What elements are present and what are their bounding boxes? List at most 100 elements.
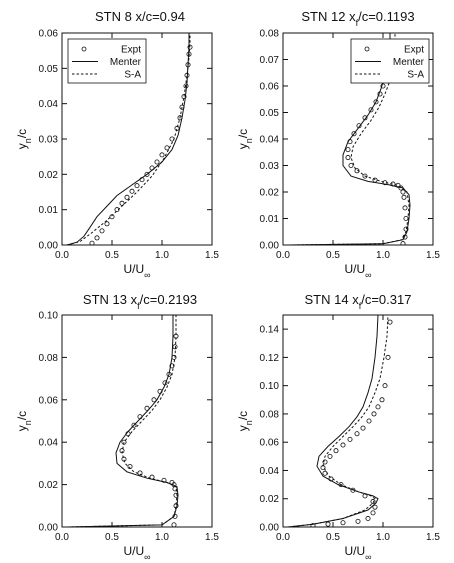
y-tick-label: 0.10 bbox=[260, 381, 280, 392]
y-tick-label: 0.04 bbox=[260, 135, 280, 146]
x-axis-label: U/U∞ bbox=[344, 544, 371, 562]
chart-panel-2: STN 12 xf/c=0.1193 0.0 0.5 1.0 1.5 0.00 0.01 0.… bbox=[236, 9, 440, 280]
y-tick-label: 0.12 bbox=[260, 353, 280, 364]
expt-point bbox=[360, 425, 366, 431]
x-tick-label: 0.5 bbox=[326, 532, 340, 543]
chart-title: STN 14 xf/c=0.317 bbox=[305, 292, 412, 311]
expt-point bbox=[362, 173, 368, 179]
chart-title: STN 12 xf/c=0.1193 bbox=[301, 9, 414, 28]
expt-point bbox=[104, 221, 110, 227]
y-tick-label: 0.02 bbox=[260, 494, 280, 505]
expt-point bbox=[151, 397, 157, 403]
x-axis-label: U/U∞ bbox=[344, 262, 371, 280]
expt-point bbox=[382, 383, 388, 389]
plot-area bbox=[66, 33, 193, 245]
y-tick-label: 0.01 bbox=[39, 205, 59, 216]
expt-point bbox=[144, 405, 150, 411]
legend-label: S-A bbox=[407, 70, 424, 81]
expt-point bbox=[144, 171, 150, 177]
expt-point bbox=[345, 147, 351, 153]
y-tick-label: 0.07 bbox=[260, 55, 280, 66]
legend-label: S-A bbox=[124, 70, 141, 81]
expt-point bbox=[372, 504, 378, 510]
y-tick-label: 0.06 bbox=[260, 438, 280, 449]
y-tick-label: 0.04 bbox=[39, 99, 59, 110]
y-tick-label: 0.14 bbox=[260, 325, 280, 336]
expt-point bbox=[99, 228, 105, 234]
y-tick-label: 0.04 bbox=[260, 466, 280, 477]
y-tick-label: 0.00 bbox=[260, 523, 280, 534]
legend-label: Expt bbox=[121, 45, 141, 56]
expt-point bbox=[325, 521, 331, 527]
y-tick-label: 0.02 bbox=[39, 480, 59, 491]
expt-point bbox=[348, 162, 354, 168]
expt-point bbox=[370, 499, 376, 505]
expt-point bbox=[340, 520, 346, 526]
expt-point bbox=[134, 183, 140, 189]
x-tick-label: 1.0 bbox=[155, 250, 169, 261]
y-tick-label: 0.08 bbox=[39, 353, 59, 364]
expt-point bbox=[114, 207, 120, 213]
expt-point bbox=[171, 522, 177, 527]
x-axis-label: U/U∞ bbox=[123, 544, 150, 562]
chart-panel-3: STN 13 xf/c=0.2193 0.0 0.5 1.0 1.5 0.00 0.02 0.… bbox=[15, 292, 219, 562]
expt-point bbox=[366, 418, 372, 424]
y-tick-label: 0.00 bbox=[260, 241, 280, 252]
expt-point bbox=[347, 436, 353, 442]
x-tick-label: 0.0 bbox=[55, 250, 69, 261]
sa-line bbox=[66, 33, 191, 245]
x-axis-label: U/U∞ bbox=[123, 262, 150, 280]
y-tick-label: 0.01 bbox=[260, 214, 280, 225]
expt-point bbox=[89, 240, 95, 245]
plot-area bbox=[66, 315, 179, 527]
legend-label: Menter bbox=[110, 57, 142, 68]
expt-point bbox=[368, 107, 374, 113]
expt-point bbox=[310, 523, 316, 527]
x-tick-label: 1.5 bbox=[426, 250, 440, 261]
y-tick-label: 0.10 bbox=[39, 311, 59, 322]
chart-title: STN 8 x/c=0.94 bbox=[95, 9, 185, 24]
x-tick-label: 0.5 bbox=[105, 532, 119, 543]
x-tick-label: 0.0 bbox=[276, 250, 290, 261]
chart-panel-4: STN 14 xf/c=0.317 0.0 0.5 1.0 1.5 0.00 0.02 0.0… bbox=[236, 292, 440, 562]
expt-point bbox=[400, 241, 406, 245]
sa-line bbox=[287, 33, 410, 245]
expt-point bbox=[322, 459, 328, 465]
expt-point bbox=[119, 200, 125, 206]
y-tick-label: 0.02 bbox=[260, 188, 280, 199]
expt-point bbox=[380, 83, 386, 89]
expt-point bbox=[327, 453, 333, 459]
sa-line bbox=[66, 315, 178, 527]
expt-point bbox=[379, 397, 385, 403]
y-tick-label: 0.04 bbox=[39, 438, 59, 449]
expt-point bbox=[355, 518, 361, 524]
x-tick-label: 0.0 bbox=[55, 532, 69, 543]
expt-point bbox=[169, 363, 175, 369]
menter-line bbox=[287, 315, 379, 527]
y-axis-label: yn/c bbox=[15, 411, 33, 431]
y-tick-label: 0.08 bbox=[260, 29, 280, 40]
legend-expt-marker bbox=[364, 46, 370, 52]
legend-expt-marker bbox=[81, 46, 87, 52]
expt-point bbox=[322, 470, 328, 476]
x-tick-label: 1.5 bbox=[205, 250, 219, 261]
expt-point bbox=[402, 205, 408, 211]
x-tick-label: 1.5 bbox=[426, 532, 440, 543]
y-tick-label: 0.06 bbox=[260, 82, 280, 93]
expt-point bbox=[354, 168, 360, 174]
expt-point bbox=[333, 448, 339, 454]
y-tick-label: 0.00 bbox=[39, 523, 59, 534]
plot-area bbox=[287, 315, 393, 527]
plot-frame bbox=[61, 314, 213, 528]
expt-point bbox=[159, 152, 165, 158]
expt-point bbox=[354, 431, 360, 437]
y-tick-label: 0.02 bbox=[39, 170, 59, 181]
y-tick-label: 0.05 bbox=[260, 108, 280, 119]
expt-point bbox=[161, 477, 167, 483]
y-axis-label: yn/c bbox=[15, 129, 33, 149]
y-axis-label: yn/c bbox=[236, 129, 254, 149]
expt-point bbox=[94, 235, 100, 241]
expt-point bbox=[351, 131, 357, 137]
